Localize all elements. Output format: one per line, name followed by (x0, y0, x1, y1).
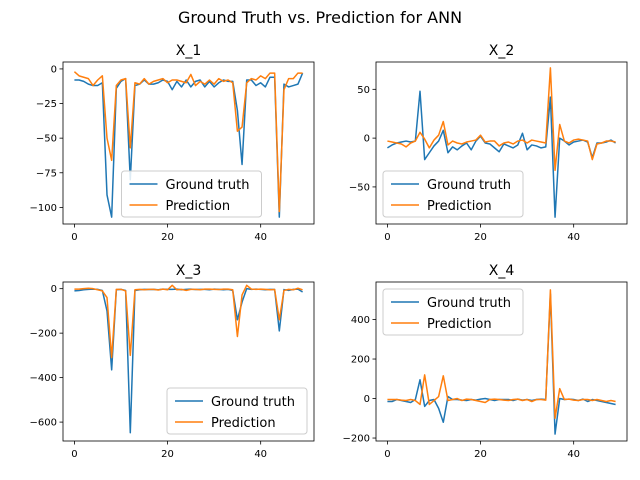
y-tick-label: −25 (36, 99, 57, 110)
y-tick-label: 0 (364, 134, 370, 145)
legend-label: Ground truth (211, 395, 295, 410)
legend: Ground truth Prediction (382, 170, 524, 218)
series-line-prediction (387, 289, 616, 420)
legend: Ground truth Prediction (166, 387, 308, 435)
x-tick-label: 0 (71, 232, 77, 243)
axes-frame (62, 61, 315, 225)
y-tick-label: −50 (36, 134, 57, 145)
x-tick-label: 0 (384, 232, 390, 243)
y-tick-label: −100 (30, 203, 57, 214)
axes-frame (62, 281, 315, 442)
x-tick-label: 40 (567, 449, 580, 460)
series-line-prediction (73, 71, 303, 213)
y-tick-label: −200 (30, 329, 57, 340)
subplot-title: X_4 (489, 263, 515, 279)
subplot-title: X_1 (176, 43, 202, 59)
legend: Ground truth Prediction (121, 170, 262, 218)
x-tick-label: 40 (254, 232, 267, 243)
y-tick-label: −50 (349, 182, 370, 193)
x-tick-label: 0 (384, 449, 390, 460)
axes-frame (375, 61, 628, 225)
legend: Ground truth Prediction (382, 288, 524, 336)
legend-label: Ground truth (427, 296, 511, 311)
legend-label: Ground truth (427, 178, 511, 193)
legend-label: Prediction (166, 199, 231, 214)
x-tick-label: 20 (161, 232, 174, 243)
y-tick-label: 200 (351, 355, 370, 366)
legend-label: Ground truth (166, 178, 250, 193)
y-tick-label: 0 (51, 64, 57, 75)
y-tick-label: 0 (51, 284, 57, 295)
legend-label: Prediction (211, 416, 276, 431)
subplot-title: X_3 (176, 263, 202, 279)
series-line-ground-truth (387, 90, 616, 218)
x-tick-label: 40 (567, 232, 580, 243)
y-tick-label: 400 (351, 315, 370, 326)
y-tick-label: −600 (30, 418, 57, 429)
legend-label: Prediction (427, 317, 492, 332)
subplot-4: X_4 0 20 40 400 200 0 −200 Ground truth Predictio… (343, 263, 628, 460)
subplot-3: X_3 0 20 40 0 −200 −400 −600 Ground truth Predict… (30, 263, 315, 460)
y-tick-label: −400 (30, 373, 57, 384)
y-tick-label: 0 (364, 394, 370, 405)
y-tick-label: −200 (343, 434, 370, 445)
subplot-2: X_2 0 20 40 50 0 −50 Ground truth Prediction (349, 43, 628, 243)
x-tick-label: 20 (474, 449, 487, 460)
series-line-prediction (74, 284, 303, 359)
x-tick-label: 20 (474, 232, 487, 243)
axes-frame (375, 281, 628, 442)
x-tick-label: 40 (254, 449, 267, 460)
legend-label: Prediction (427, 199, 492, 214)
subplot-1: X_1 0 20 40 0 −25 −50 −75 −100 Ground truth Predic… (30, 43, 315, 243)
y-tick-label: 50 (357, 85, 370, 96)
series-line-ground-truth (74, 72, 304, 218)
y-tick-label: −75 (36, 168, 57, 179)
series-line-prediction (387, 67, 616, 172)
subplot-title: X_2 (489, 43, 515, 59)
x-tick-label: 20 (161, 449, 174, 460)
figure-title: Ground Truth vs. Prediction for ANN (178, 8, 462, 27)
x-tick-label: 0 (71, 449, 77, 460)
